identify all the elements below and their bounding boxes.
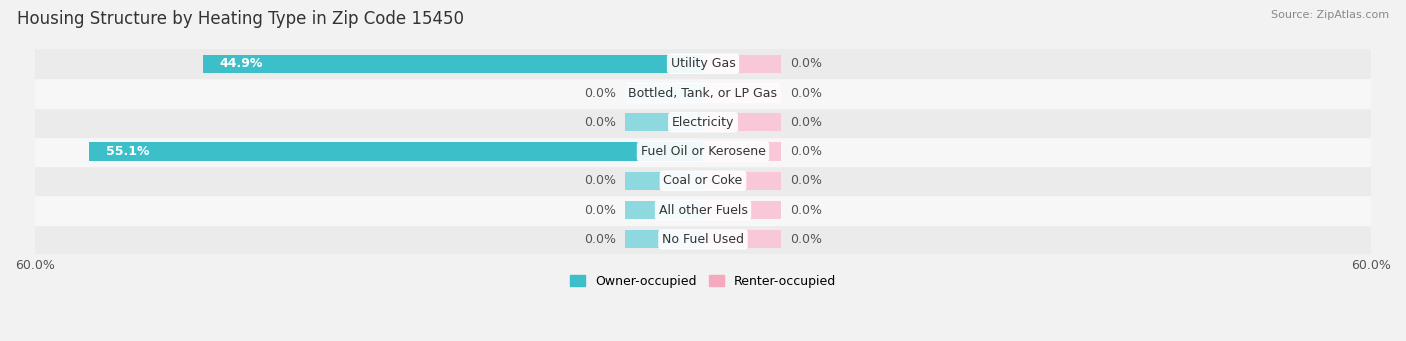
Bar	[626, 201, 703, 219]
Bar	[35, 49, 1371, 78]
Bar	[703, 55, 780, 73]
Text: 0.0%: 0.0%	[790, 116, 823, 129]
Legend: Owner-occupied, Renter-occupied: Owner-occupied, Renter-occupied	[565, 270, 841, 293]
Text: Fuel Oil or Kerosene: Fuel Oil or Kerosene	[641, 145, 765, 158]
Text: 0.0%: 0.0%	[790, 174, 823, 187]
Text: 0.0%: 0.0%	[790, 87, 823, 100]
Bar	[626, 172, 703, 190]
Text: 0.0%: 0.0%	[583, 204, 616, 217]
Bar	[202, 55, 703, 73]
Text: 0.0%: 0.0%	[583, 116, 616, 129]
Text: 0.0%: 0.0%	[583, 233, 616, 246]
Text: Electricity: Electricity	[672, 116, 734, 129]
Bar	[626, 84, 703, 102]
Bar	[35, 108, 1371, 137]
Bar	[703, 113, 780, 131]
Text: 0.0%: 0.0%	[790, 204, 823, 217]
Text: 55.1%: 55.1%	[107, 145, 149, 158]
Text: 0.0%: 0.0%	[583, 87, 616, 100]
Text: 44.9%: 44.9%	[219, 57, 263, 70]
Bar	[35, 137, 1371, 166]
Text: 0.0%: 0.0%	[583, 174, 616, 187]
Text: No Fuel Used: No Fuel Used	[662, 233, 744, 246]
Bar	[90, 143, 703, 161]
Bar	[703, 201, 780, 219]
Text: Coal or Coke: Coal or Coke	[664, 174, 742, 187]
Text: Housing Structure by Heating Type in Zip Code 15450: Housing Structure by Heating Type in Zip…	[17, 10, 464, 28]
Text: Utility Gas: Utility Gas	[671, 57, 735, 70]
Bar	[703, 230, 780, 249]
Text: Bottled, Tank, or LP Gas: Bottled, Tank, or LP Gas	[628, 87, 778, 100]
Text: 0.0%: 0.0%	[790, 57, 823, 70]
Bar	[626, 113, 703, 131]
Text: 0.0%: 0.0%	[790, 145, 823, 158]
Bar	[703, 172, 780, 190]
Bar	[703, 143, 780, 161]
Bar	[35, 225, 1371, 254]
Text: All other Fuels: All other Fuels	[658, 204, 748, 217]
Bar	[35, 78, 1371, 108]
Text: Source: ZipAtlas.com: Source: ZipAtlas.com	[1271, 10, 1389, 20]
Bar	[703, 84, 780, 102]
Text: 0.0%: 0.0%	[790, 233, 823, 246]
Bar	[626, 230, 703, 249]
Bar	[35, 166, 1371, 195]
Bar	[35, 195, 1371, 225]
